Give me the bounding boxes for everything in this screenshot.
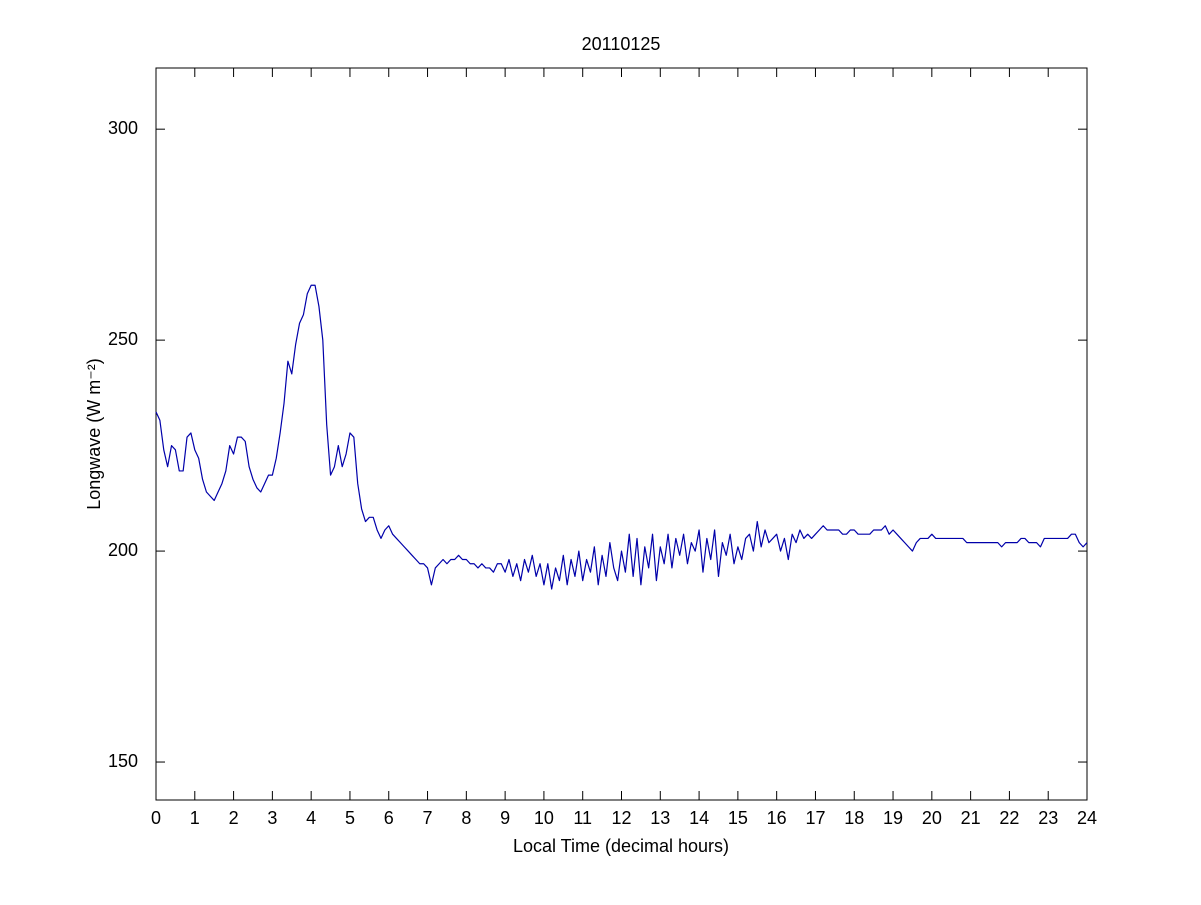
y-tick-label: 150 — [108, 751, 138, 771]
x-tick-label: 4 — [306, 808, 316, 828]
x-tick-label: 7 — [423, 808, 433, 828]
x-tick-label: 8 — [461, 808, 471, 828]
x-tick-label: 2 — [229, 808, 239, 828]
y-axis-label: Longwave (W m⁻²) — [84, 358, 104, 510]
x-tick-label: 3 — [267, 808, 277, 828]
x-tick-label: 18 — [844, 808, 864, 828]
x-tick-label: 23 — [1038, 808, 1058, 828]
x-tick-label: 0 — [151, 808, 161, 828]
y-tick-label: 250 — [108, 329, 138, 349]
x-tick-label: 20 — [922, 808, 942, 828]
x-tick-label: 15 — [728, 808, 748, 828]
y-tick-label: 200 — [108, 540, 138, 560]
x-tick-label: 5 — [345, 808, 355, 828]
x-tick-label: 19 — [883, 808, 903, 828]
y-tick-label: 300 — [108, 118, 138, 138]
data-line — [155, 284, 1088, 590]
x-tick-label: 10 — [534, 808, 554, 828]
x-tick-label: 24 — [1077, 808, 1097, 828]
x-tick-label: 12 — [611, 808, 631, 828]
x-tick-label: 22 — [999, 808, 1019, 828]
chart-title: 20110125 — [582, 34, 661, 54]
x-tick-label: 17 — [805, 808, 825, 828]
x-tick-label: 21 — [961, 808, 981, 828]
x-tick-label: 11 — [573, 808, 592, 828]
x-tick-label: 16 — [767, 808, 787, 828]
x-tick-label: 6 — [384, 808, 394, 828]
x-tick-label: 9 — [500, 808, 510, 828]
x-tick-label: 13 — [650, 808, 670, 828]
x-axis-label: Local Time (decimal hours) — [513, 836, 729, 856]
x-tick-label: 14 — [689, 808, 709, 828]
x-tick-label: 1 — [190, 808, 200, 828]
